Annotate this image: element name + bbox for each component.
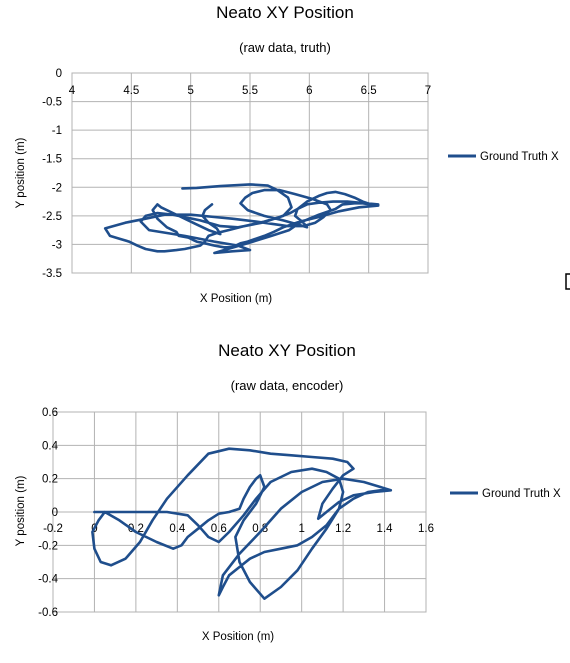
series-ground-truth [91, 447, 393, 601]
x-tick-label: 1.4 [377, 523, 394, 535]
x-tick-label: 5.5 [242, 85, 258, 97]
y-tick-label: -1 [52, 125, 62, 137]
x-tick-label: 4.5 [123, 85, 139, 97]
series-line-ground-truth [91, 447, 393, 601]
y-tick-labels: 0.6 0.4 0.2 0 -0.2 -0.4 -0.6 [38, 407, 58, 619]
legend-label: Ground Truth X [482, 488, 561, 500]
y-tick-label: -0.6 [38, 607, 58, 619]
x-tick-label: 1.6 [418, 523, 434, 535]
bracket-icon [565, 273, 570, 290]
x-tick-labels: 4 4.5 5 5.5 6 6.5 7 [69, 85, 431, 97]
x-tick-label: 0.4 [169, 523, 186, 535]
x-tick-label: 6 [306, 85, 312, 97]
y-tick-label: 0 [56, 68, 62, 80]
legend: Ground Truth X [448, 151, 559, 163]
y-tick-label: 0.2 [42, 474, 58, 486]
x-tick-label: 0.2 [128, 523, 144, 535]
y-tick-label: 0 [52, 507, 58, 519]
legend: Ground Truth X [450, 488, 561, 500]
x-tick-labels: -0.2 0 0.2 0.4 0.6 0.8 1 1.2 1.4 1.6 [43, 523, 434, 535]
y-tick-label: -3.5 [42, 268, 62, 280]
y-tick-label: -0.2 [38, 540, 58, 552]
y-tick-labels: 0 -0.5 -1 -1.5 -2 -2.5 -3 -3.5 [42, 68, 62, 280]
chart-title: Neato XY Position [216, 3, 354, 22]
y-tick-label: -0.4 [38, 574, 58, 586]
x-tick-label: 1 [298, 523, 304, 535]
y-tick-label: -2.5 [42, 211, 62, 223]
legend-label: Ground Truth X [480, 151, 559, 163]
y-axis-label: Y position (m) [15, 475, 27, 546]
x-axis-label: X Position (m) [200, 293, 272, 305]
chart-subtitle: (raw data, truth) [239, 40, 331, 55]
x-tick-label: 6.5 [361, 85, 377, 97]
x-tick-label: 5 [187, 85, 193, 97]
chart-encoder: Neato XY Position (raw data, encoder) -0… [15, 341, 561, 643]
chart-truth: Neato XY Position (raw data, truth) 4 4.5… [15, 3, 559, 305]
x-tick-label: -0.2 [43, 523, 63, 535]
y-tick-label: 0.4 [42, 440, 59, 452]
chart-subtitle: (raw data, encoder) [231, 378, 344, 393]
y-tick-label: -2 [52, 182, 62, 194]
chart-title: Neato XY Position [218, 341, 356, 360]
series-line-ground-truth [103, 183, 380, 255]
series-ground-truth [103, 183, 380, 255]
y-tick-label: -3 [52, 239, 62, 251]
x-tick-label: 0.6 [211, 523, 227, 535]
grid-lines [52, 411, 427, 613]
y-tick-label: -1.5 [42, 154, 62, 166]
x-tick-label: 4 [69, 85, 76, 97]
x-axis-label: X Position (m) [202, 631, 274, 643]
y-tick-label: 0.6 [42, 407, 58, 419]
x-tick-label: 1.2 [335, 523, 351, 535]
y-tick-label: -0.5 [42, 97, 62, 109]
x-tick-label: 7 [425, 85, 431, 97]
y-axis-label: Y position (m) [15, 137, 27, 208]
